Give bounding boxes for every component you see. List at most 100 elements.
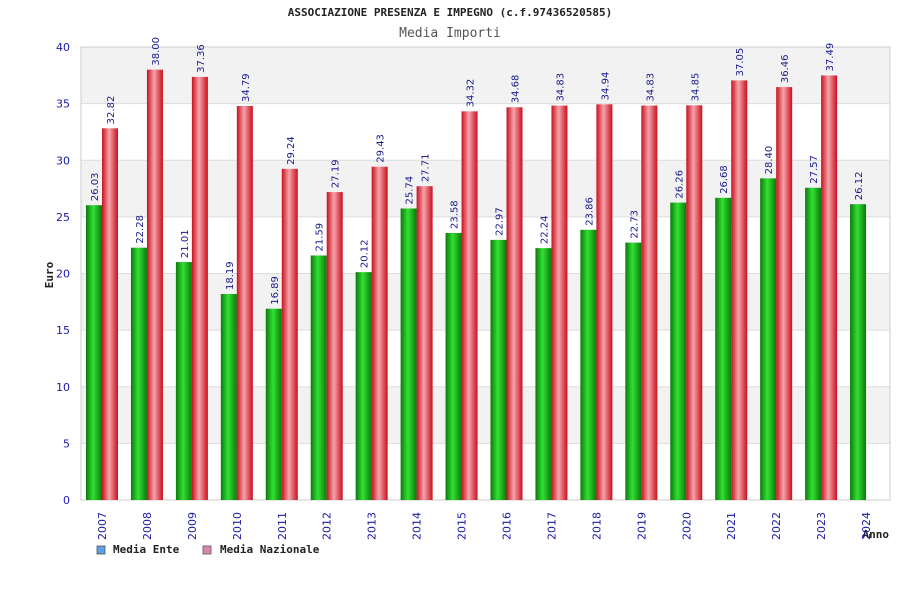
- legend-label-media-nazionale: Media Nazionale: [220, 543, 320, 556]
- bar-media-ente-2020: [670, 202, 687, 500]
- data-label: 32.82: [106, 96, 117, 125]
- x-tick-label: 2018: [590, 512, 603, 540]
- y-axis-label: Euro: [43, 261, 56, 288]
- bar-media-nazionale-2021: [731, 80, 748, 500]
- x-tick-label: 2024: [860, 512, 873, 540]
- bar-media-nazionale-2015: [461, 111, 478, 501]
- x-tick-label: 2010: [231, 512, 244, 540]
- data-label: 22.73: [629, 210, 640, 239]
- bar-media-ente-2023: [805, 187, 822, 500]
- y-tick-label: 35: [56, 98, 70, 111]
- legend-swatch-media-nazionale: [202, 545, 212, 555]
- bar-media-nazionale-2016: [506, 107, 523, 501]
- x-tick-label: 2009: [186, 512, 199, 540]
- data-label: 16.89: [270, 276, 281, 305]
- legend: Media Ente Media Nazionale: [96, 543, 320, 556]
- y-tick-label: 20: [56, 268, 70, 281]
- data-label: 34.32: [466, 79, 477, 108]
- bar-media-nazionale-2010: [236, 106, 253, 501]
- grid-band: [81, 386, 890, 444]
- legend-swatch-media-ente: [96, 545, 106, 555]
- data-label: 28.40: [764, 146, 775, 175]
- y-axis: 0 5 10 15 20 25 30 35 40: [56, 41, 70, 507]
- bar-media-nazionale-2017: [551, 105, 568, 501]
- bar-media-nazionale-2018: [596, 104, 613, 500]
- legend-label-media-ente: Media Ente: [113, 543, 180, 556]
- bar-media-nazionale-2023: [821, 75, 838, 500]
- grid-band: [81, 160, 890, 217]
- data-label: 26.03: [90, 173, 101, 202]
- x-tick-label: 2015: [456, 512, 469, 540]
- bar-media-nazionale-2013: [371, 166, 388, 500]
- bar-media-ente-2016: [490, 239, 507, 500]
- data-label: 37.36: [196, 44, 207, 73]
- x-tick-label: 2014: [411, 512, 424, 540]
- bar-media-nazionale-2022: [776, 87, 793, 500]
- bar-media-ente-2022: [760, 178, 777, 500]
- x-axis: 2007 2008 2009 2010 2011 2012 2013 2014 2015 2016…: [96, 512, 873, 540]
- bar-media-ente-2008: [130, 247, 147, 500]
- data-label: 21.01: [180, 229, 191, 258]
- y-tick-label: 0: [63, 494, 70, 507]
- data-label: 37.49: [825, 43, 836, 72]
- data-label: 38.00: [151, 37, 162, 66]
- bar-media-nazionale-2007: [102, 128, 118, 500]
- x-tick-label: 2019: [635, 512, 648, 540]
- chart-subtitle: Media Importi: [399, 26, 501, 41]
- bar-media-ente-2017: [535, 248, 552, 500]
- data-label: 23.58: [450, 200, 461, 229]
- bar-media-ente-2011: [265, 308, 282, 500]
- x-tick-label: 2012: [321, 512, 334, 540]
- data-label: 26.68: [719, 165, 730, 194]
- y-tick-label: 25: [56, 211, 70, 224]
- data-label: 27.71: [421, 154, 432, 183]
- bar-media-ente-2010: [220, 293, 237, 500]
- y-tick-label: 5: [63, 437, 70, 450]
- x-tick-label: 2016: [501, 512, 514, 540]
- data-label: 26.26: [674, 170, 685, 199]
- bar-media-nazionale-2008: [146, 69, 163, 501]
- data-label: 34.68: [511, 75, 522, 104]
- data-label: 22.28: [135, 215, 146, 244]
- bar-media-nazionale-2020: [686, 105, 703, 500]
- data-label: 34.83: [555, 73, 566, 102]
- bar-media-nazionale-2011: [281, 168, 298, 500]
- y-tick-label: 15: [56, 324, 70, 337]
- data-label: 27.57: [809, 155, 820, 184]
- bar-media-ente-2009: [175, 262, 192, 500]
- data-label: 34.83: [645, 73, 656, 102]
- y-tick-label: 30: [56, 154, 70, 167]
- x-tick-label: 2008: [141, 512, 154, 540]
- data-label: 29.43: [376, 134, 387, 163]
- data-label: 23.86: [584, 197, 595, 226]
- bar-media-nazionale-2019: [641, 105, 658, 501]
- data-label: 34.85: [690, 73, 701, 102]
- grid-band: [81, 273, 890, 331]
- grid-band: [81, 47, 890, 104]
- x-tick-label: 2007: [96, 512, 109, 540]
- y-tick-label: 40: [56, 41, 70, 54]
- x-tick-label: 2020: [680, 512, 693, 540]
- x-tick-label: 2023: [815, 512, 828, 540]
- chart-title: ASSOCIAZIONE PRESENZA E IMPEGNO (c.f.974…: [288, 6, 613, 19]
- bar-media-ente-2018: [580, 229, 597, 500]
- bar-media-ente-2015: [445, 232, 462, 501]
- data-label: 27.19: [331, 159, 342, 188]
- y-tick-label: 10: [56, 381, 70, 394]
- data-label: 21.59: [315, 223, 326, 252]
- data-label: 26.12: [854, 172, 865, 201]
- plot-border: [80, 46, 891, 501]
- bars: 26.03 32.82 22.28 38.00 21.01 37.36 18.19 34.79…: [86, 37, 867, 501]
- bar-media-nazionale-2009: [191, 76, 208, 500]
- x-tick-label: 2017: [545, 512, 558, 540]
- bar-media-nazionale-2012: [326, 192, 343, 501]
- bar-media-ente-2024: [850, 204, 867, 501]
- data-label: 22.24: [539, 215, 550, 244]
- bar-media-ente-2013: [355, 272, 372, 500]
- x-axis-label: Anno: [863, 528, 890, 541]
- bar-media-ente-2014: [400, 208, 417, 500]
- data-label: 37.05: [735, 48, 746, 77]
- data-label: 25.74: [405, 176, 416, 205]
- bar-media-ente-2021: [715, 197, 732, 500]
- data-label: 20.12: [360, 240, 371, 269]
